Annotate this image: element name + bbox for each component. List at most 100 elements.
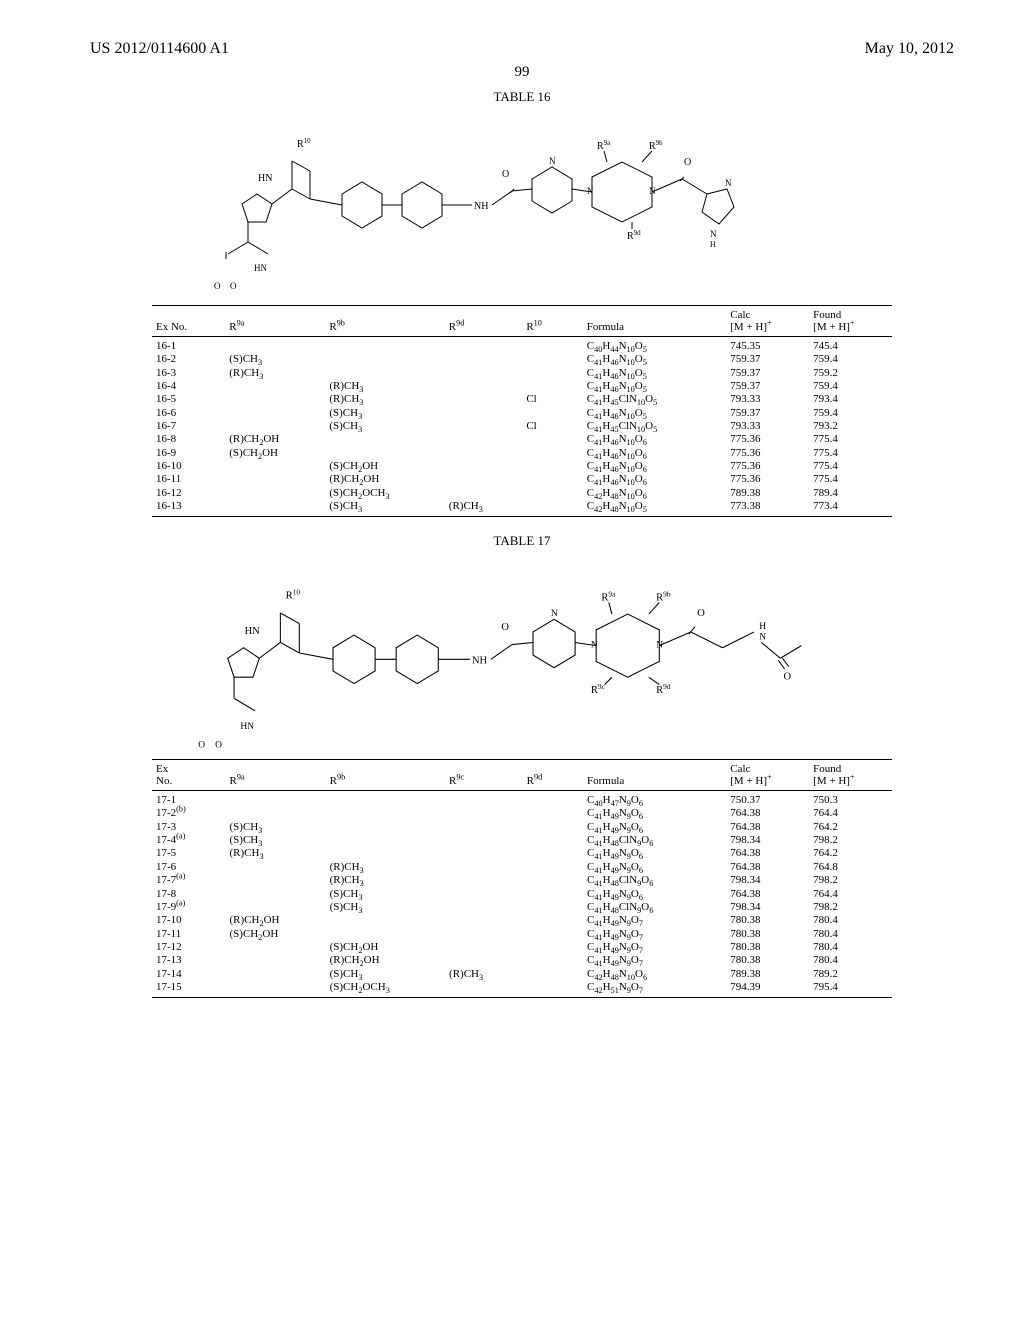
table16-title: TABLE 16 xyxy=(90,89,954,105)
table-cell: 759.37 xyxy=(726,407,809,420)
table-cell xyxy=(325,337,444,354)
table-cell: 16-11 xyxy=(152,473,225,486)
page-header: US 2012/0114600 A1 May 10, 2012 xyxy=(90,40,954,58)
table16-col-r9d: R9d xyxy=(445,306,523,337)
table-row: 16-13(S)CH3(R)CH3C42H48N10O5773.38773.4 xyxy=(152,500,892,517)
svg-text:NH: NH xyxy=(471,656,487,667)
table-cell: 789.2 xyxy=(809,967,892,980)
table-cell xyxy=(445,337,523,354)
table-cell: C41H49N9O7 xyxy=(583,914,726,927)
table-cell: (S)CH2OH xyxy=(225,447,325,460)
table-cell: 759.4 xyxy=(809,380,892,393)
table17-structure-diagram: HN R10 HN O O NH O N xyxy=(133,553,912,753)
svg-text:R9a: R9a xyxy=(597,139,611,152)
table-cell xyxy=(325,367,444,380)
table17: ExNo. R9a R9b R9c R9d Formula Calc[M + H… xyxy=(152,759,892,998)
table-cell xyxy=(523,861,583,874)
table-cell xyxy=(523,914,583,927)
table-cell xyxy=(445,954,523,967)
table-row: 17-15(S)CH2OCH3C42H51N9O7794.39795.4 xyxy=(152,981,892,998)
table-cell: 798.34 xyxy=(726,874,809,887)
table-cell xyxy=(225,500,325,517)
table-cell: 780.38 xyxy=(726,914,809,927)
table-cell xyxy=(225,380,325,393)
svg-text:O: O xyxy=(501,622,509,633)
table-cell xyxy=(445,914,523,927)
table-cell xyxy=(522,337,582,354)
table-cell xyxy=(522,433,582,446)
table-cell: 16-12 xyxy=(152,487,225,500)
table-cell: 17-13 xyxy=(152,954,226,967)
table-cell: 775.36 xyxy=(726,433,809,446)
table-row: 16-1C40H44N10O5745.35745.4 xyxy=(152,337,892,354)
table16-col-exno: Ex No. xyxy=(152,306,225,337)
svg-text:HN: HN xyxy=(240,722,254,732)
table-cell: 764.38 xyxy=(726,821,809,834)
table-cell: 17-9(a) xyxy=(152,901,226,914)
table-cell xyxy=(523,941,583,954)
table-cell xyxy=(325,353,444,366)
table17-title: TABLE 17 xyxy=(90,533,954,549)
table-cell: C41H46N10O6 xyxy=(583,447,727,460)
table-cell: C41H46N10O6 xyxy=(583,433,727,446)
table-cell: C41H48ClN9O6 xyxy=(583,901,726,914)
table-cell xyxy=(523,954,583,967)
table-cell xyxy=(522,353,582,366)
table-cell xyxy=(445,981,523,998)
table-cell xyxy=(226,967,326,980)
table-cell: (R)CH2OH xyxy=(225,433,325,446)
table-cell: (S)CH3 xyxy=(226,834,326,847)
table-cell xyxy=(226,901,326,914)
table17-col-r9c: R9c xyxy=(445,760,523,791)
table-cell: 750.37 xyxy=(726,791,809,808)
table-cell: 17-7(a) xyxy=(152,874,226,887)
table-cell xyxy=(225,337,325,354)
table-cell xyxy=(225,487,325,500)
table-cell: 750.3 xyxy=(809,791,892,808)
svg-text:R10: R10 xyxy=(285,587,300,602)
svg-text:H: H xyxy=(759,622,766,632)
table-cell: 759.37 xyxy=(726,353,809,366)
table-cell xyxy=(226,807,326,820)
table-cell: (S)CH3 xyxy=(326,901,445,914)
svg-text:N: N xyxy=(725,178,732,188)
table-cell xyxy=(445,807,523,820)
table-row: 17-3(S)CH3C41H49N9O6764.38764.2 xyxy=(152,821,892,834)
table-cell: (R)CH3 xyxy=(445,500,523,517)
table-row: 17-12(S)CH2OHC41H49N9O7780.38780.4 xyxy=(152,941,892,954)
table17-col-r9b: R9b xyxy=(326,760,445,791)
table-cell: C41H49N9O6 xyxy=(583,847,726,860)
table-cell xyxy=(226,981,326,998)
table-cell xyxy=(523,847,583,860)
table-cell xyxy=(522,460,582,473)
table-cell xyxy=(326,821,445,834)
table-cell: C41H46N10O5 xyxy=(583,380,727,393)
table-cell xyxy=(522,367,582,380)
table-cell: 17-2(b) xyxy=(152,807,226,820)
table-cell: (S)CH2OH xyxy=(325,460,444,473)
table16-col-r9b: R9b xyxy=(325,306,444,337)
svg-text:N: N xyxy=(587,186,594,196)
table-cell: 764.38 xyxy=(726,807,809,820)
table-cell: (R)CH3 xyxy=(326,874,445,887)
table-cell xyxy=(445,791,523,808)
table-cell: 764.38 xyxy=(726,861,809,874)
table-cell xyxy=(523,927,583,940)
table-cell xyxy=(445,941,523,954)
table17-col-exno: ExNo. xyxy=(152,760,226,791)
table-cell xyxy=(226,887,326,900)
table-cell: 789.4 xyxy=(809,487,892,500)
table-cell: 16-7 xyxy=(152,420,225,433)
table-cell: C41H46N10O5 xyxy=(583,353,727,366)
table-cell: C41H45ClN10O5 xyxy=(583,393,727,406)
table-cell: (S)CH2OCH3 xyxy=(325,487,444,500)
table-row: 16-6(S)CH3C41H46N10O5759.37759.4 xyxy=(152,407,892,420)
svg-text:HN: HN xyxy=(258,173,272,184)
table-cell: 794.39 xyxy=(726,981,809,998)
table17-col-calc: Calc[M + H]+ xyxy=(726,760,809,791)
table-cell: 16-3 xyxy=(152,367,225,380)
table-row: 16-8(R)CH2OHC41H46N10O6775.36775.4 xyxy=(152,433,892,446)
table-cell xyxy=(445,407,523,420)
table16-col-r10: R10 xyxy=(522,306,582,337)
table-row: 16-11(R)CH2OHC41H46N10O6775.36775.4 xyxy=(152,473,892,486)
